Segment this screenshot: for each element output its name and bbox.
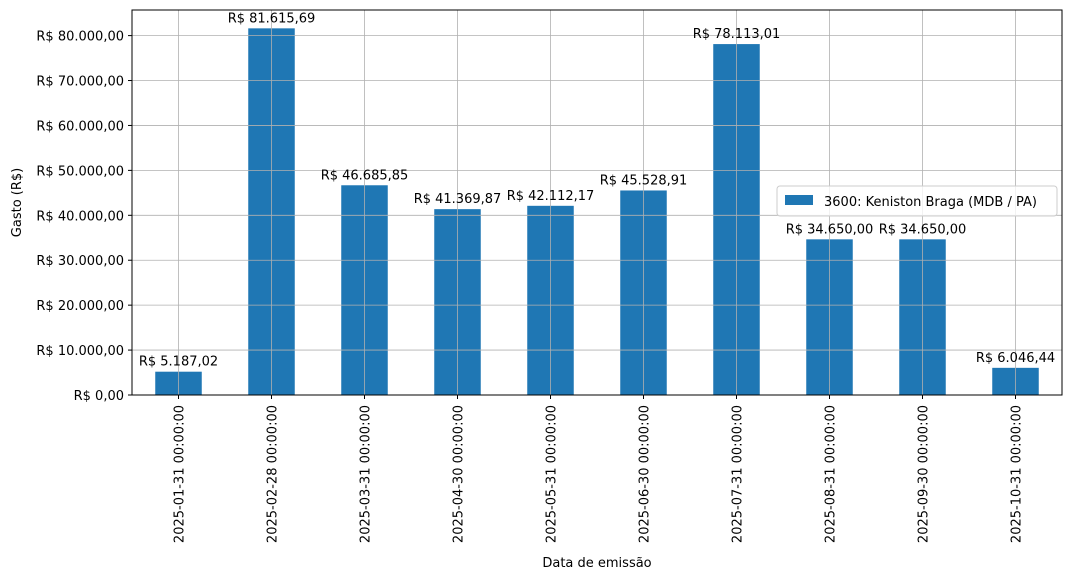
x-tick-label: 2025-02-28 00:00:00 xyxy=(266,405,281,543)
legend-box xyxy=(776,185,1058,217)
y-tick-label: R$ 20.000,00 xyxy=(36,299,124,314)
axes: R$ 0,00 R$ 10.000,00 R$ 20.000,00 R$ 30.000… xyxy=(36,9,1063,543)
data-label: R$ 41.369,87 xyxy=(414,192,502,207)
legend-label: 3600: Keniston Braga (MDB / PA) xyxy=(824,195,1037,210)
legend-swatch xyxy=(785,195,813,205)
x-tick-label: 2025-05-31 00:00:00 xyxy=(545,405,560,543)
x-tick-label: 2025-06-30 00:00:00 xyxy=(638,405,653,543)
x-tick-label: 2025-03-31 00:00:00 xyxy=(359,405,374,543)
data-label: R$ 78.113,01 xyxy=(693,27,781,42)
y-tick-label: R$ 0,00 xyxy=(74,389,124,404)
y-tick-label: R$ 40.000,00 xyxy=(36,209,124,224)
x-tick-label: 2025-08-31 00:00:00 xyxy=(824,405,839,543)
x-tick-label: 2025-01-31 00:00:00 xyxy=(173,405,188,543)
data-label: R$ 45.528,91 xyxy=(600,173,688,188)
data-label: R$ 5.187,02 xyxy=(139,355,218,370)
legend: 3600: Keniston Braga (MDB / PA) xyxy=(776,185,1058,217)
data-label: R$ 34.650,00 xyxy=(879,222,967,237)
x-tick-label: 2025-10-31 00:00:00 xyxy=(1010,405,1025,543)
data-label: R$ 42.112,17 xyxy=(507,189,595,204)
y-tick-label: R$ 80.000,00 xyxy=(36,30,124,45)
data-label: R$ 81.615,69 xyxy=(228,11,316,26)
data-label: R$ 46.685,85 xyxy=(321,168,409,183)
x-tick-label: 2025-04-30 00:00:00 xyxy=(452,405,467,543)
y-axis-title: Gasto (R$) xyxy=(10,168,25,237)
y-tick-label: R$ 10.000,00 xyxy=(36,344,124,359)
x-tick-label: 2025-07-31 00:00:00 xyxy=(731,405,746,543)
plot-frame xyxy=(131,9,1063,396)
x-tick-label: 2025-09-30 00:00:00 xyxy=(917,405,932,543)
data-label: R$ 6.046,44 xyxy=(976,351,1055,366)
y-tick-label: R$ 30.000,00 xyxy=(36,254,124,269)
data-labels: R$ 5.187,02 R$ 81.615,69 R$ 46.685,85 R$ 41… xyxy=(139,11,1055,369)
y-tick-label: R$ 60.000,00 xyxy=(36,119,124,134)
x-axis-title: Data de emissão xyxy=(542,556,651,571)
y-tick-label: R$ 50.000,00 xyxy=(36,164,124,179)
data-label: R$ 34.650,00 xyxy=(786,222,874,237)
y-tick-label: R$ 70.000,00 xyxy=(36,75,124,90)
